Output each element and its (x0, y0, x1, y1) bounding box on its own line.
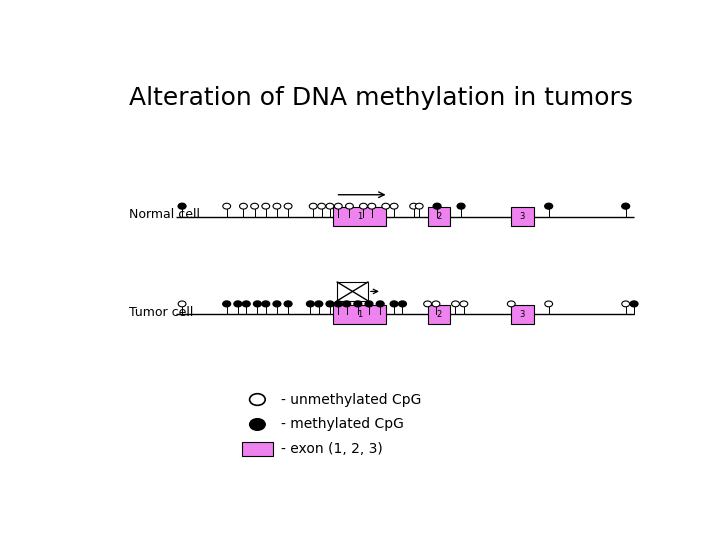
Circle shape (622, 301, 629, 307)
Circle shape (415, 203, 423, 209)
Circle shape (326, 301, 334, 307)
Text: 3: 3 (520, 212, 525, 221)
Circle shape (326, 203, 334, 209)
Circle shape (251, 203, 258, 209)
Circle shape (433, 203, 441, 209)
Circle shape (334, 203, 342, 209)
Circle shape (273, 203, 281, 209)
Bar (333, 305, 386, 323)
Circle shape (178, 203, 186, 209)
Circle shape (243, 301, 250, 307)
Circle shape (284, 203, 292, 209)
Circle shape (284, 301, 292, 307)
Bar (337, 282, 368, 301)
Bar (511, 207, 534, 226)
Bar (242, 442, 273, 456)
Text: 2: 2 (436, 212, 441, 221)
Circle shape (354, 301, 361, 307)
Circle shape (382, 203, 390, 209)
Text: Normal cell: Normal cell (129, 208, 200, 221)
Bar (428, 305, 450, 323)
Text: - methylated CpG: - methylated CpG (281, 417, 404, 431)
Text: 3: 3 (520, 310, 525, 319)
Circle shape (307, 301, 315, 307)
Circle shape (457, 203, 465, 209)
Circle shape (630, 301, 638, 307)
Bar (428, 207, 450, 226)
Text: Tumor cell: Tumor cell (129, 306, 194, 319)
Circle shape (318, 203, 325, 209)
Text: 2: 2 (436, 310, 441, 319)
Circle shape (368, 203, 376, 209)
Circle shape (432, 301, 440, 307)
Circle shape (365, 301, 373, 307)
Circle shape (460, 301, 468, 307)
Circle shape (315, 301, 323, 307)
Circle shape (545, 301, 552, 307)
Bar (511, 305, 534, 323)
Circle shape (622, 203, 629, 209)
Circle shape (334, 301, 342, 307)
Circle shape (390, 203, 398, 209)
Circle shape (273, 301, 281, 307)
Circle shape (250, 418, 265, 430)
Circle shape (390, 301, 398, 307)
Circle shape (343, 301, 351, 307)
Bar (333, 207, 386, 226)
Circle shape (262, 301, 270, 307)
Circle shape (310, 203, 317, 209)
Circle shape (240, 203, 248, 209)
Circle shape (377, 301, 384, 307)
Text: Alteration of DNA methylation in tumors: Alteration of DNA methylation in tumors (129, 85, 633, 110)
Circle shape (234, 301, 242, 307)
Circle shape (222, 203, 230, 209)
Text: 1: 1 (356, 212, 362, 221)
Circle shape (423, 301, 431, 307)
Circle shape (346, 203, 354, 209)
Circle shape (545, 203, 552, 209)
Text: 1: 1 (356, 310, 362, 319)
Circle shape (253, 301, 261, 307)
Circle shape (222, 301, 230, 307)
Circle shape (451, 301, 459, 307)
Circle shape (410, 203, 418, 209)
Text: - exon (1, 2, 3): - exon (1, 2, 3) (281, 442, 382, 456)
Text: - unmethylated CpG: - unmethylated CpG (281, 393, 421, 407)
Circle shape (250, 394, 265, 406)
Circle shape (262, 203, 270, 209)
Circle shape (178, 301, 186, 307)
Circle shape (508, 301, 516, 307)
Circle shape (359, 203, 367, 209)
Circle shape (399, 301, 406, 307)
